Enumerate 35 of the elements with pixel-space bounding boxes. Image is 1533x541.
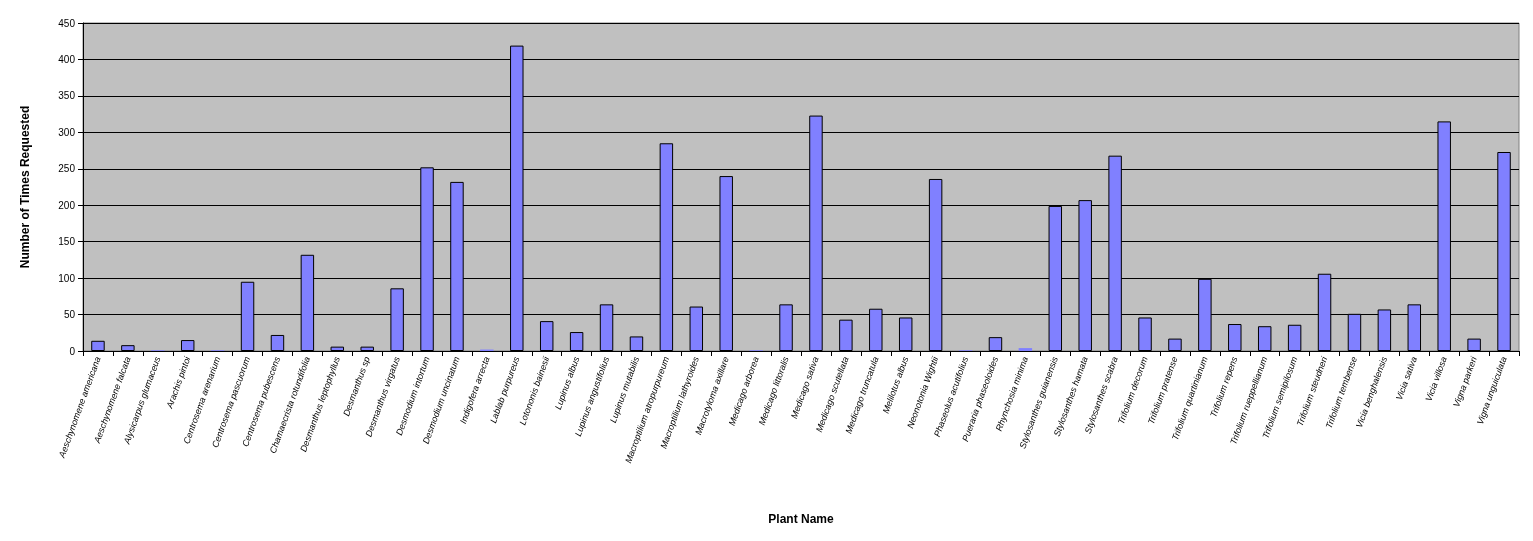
bar — [1287, 324, 1302, 351]
bar — [1168, 338, 1182, 351]
bar — [180, 340, 195, 351]
y-tick-label: 250 — [58, 163, 76, 175]
bar — [270, 334, 285, 351]
y-tick-label: 300 — [58, 126, 76, 138]
x-tick-label: Arachis pintoi — [164, 354, 193, 411]
bar — [330, 346, 345, 351]
y-tick-label: 50 — [63, 309, 76, 321]
x-axis-title: Plant Name — [768, 512, 834, 526]
y-tick-label: 100 — [58, 272, 76, 284]
bar — [898, 317, 913, 351]
y-tick-label: 350 — [58, 90, 76, 102]
bar — [1257, 326, 1272, 351]
bar — [1018, 348, 1033, 351]
bar — [1467, 338, 1481, 351]
bar — [839, 319, 853, 351]
bar — [569, 332, 584, 351]
y-tick-label: 450 — [58, 17, 76, 29]
bar — [988, 337, 1003, 351]
x-tick-label: Vicia sativa — [1394, 355, 1419, 402]
bar — [360, 346, 374, 351]
bar — [539, 321, 554, 351]
bar — [1228, 324, 1242, 351]
y-tick-label: 150 — [58, 236, 76, 248]
y-tick-label: 0 — [69, 345, 76, 357]
bar — [121, 345, 135, 351]
x-tick-label: Vicia villosa — [1423, 355, 1449, 403]
y-tick-label: 400 — [58, 53, 76, 65]
bar — [91, 340, 105, 351]
y-tick-label: 200 — [58, 199, 76, 211]
x-tick-label: Vigna parkeri — [1451, 354, 1480, 409]
bar — [1138, 317, 1152, 351]
bar — [629, 336, 644, 351]
y-axis-title: Number of Times Requested — [18, 105, 32, 269]
